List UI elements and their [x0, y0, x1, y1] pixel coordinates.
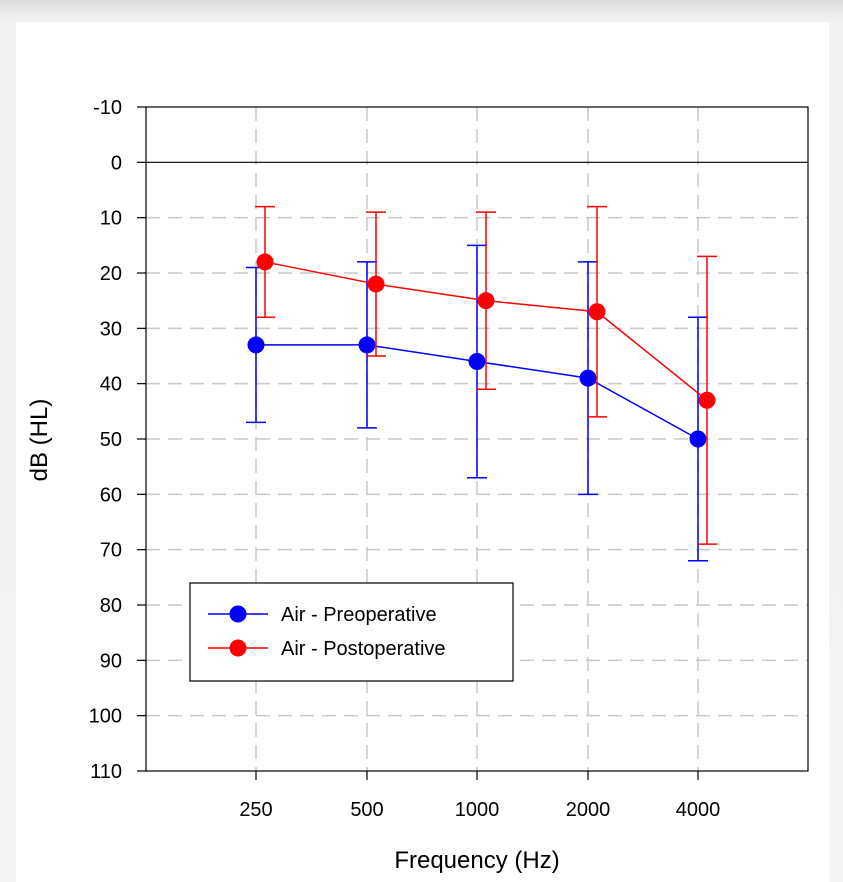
series-layer [246, 205, 717, 562]
legend-marker [229, 605, 247, 623]
legend-label: Air - Preoperative [281, 604, 437, 626]
y-tick-label: 60 [100, 484, 122, 506]
data-point [256, 253, 274, 271]
x-tick-label: 500 [350, 799, 383, 821]
legend: Air - Preoperative Air - Postoperative [189, 582, 514, 682]
x-axis-label: Frequency (Hz) [394, 847, 559, 874]
x-tick-label: 250 [239, 799, 272, 821]
y-tick-label: -10 [93, 97, 122, 119]
x-tick-label: 1000 [455, 799, 500, 821]
legend-item: Air - Preoperative [208, 604, 437, 626]
data-point [468, 353, 486, 371]
data-point [698, 391, 716, 409]
data-point [358, 336, 376, 354]
y-tick-label: 20 [100, 263, 122, 285]
data-point [477, 292, 495, 310]
series-postoperative [255, 205, 717, 545]
x-tick-label: 2000 [566, 799, 611, 821]
y-tick-label: 110 [90, 761, 122, 783]
y-tick-label: 80 [100, 595, 122, 617]
x-axis-ticks: 250 500 1000 2000 4000 [239, 771, 720, 821]
legend-box [189, 582, 514, 682]
legend-label: Air - Postoperative [281, 638, 446, 660]
legend-marker [229, 639, 247, 657]
y-tick-label: 90 [100, 650, 122, 672]
series-preoperative [246, 244, 708, 562]
data-point [579, 369, 597, 387]
x-tick-label: 4000 [676, 799, 721, 821]
legend-item: Air - Postoperative [208, 638, 446, 660]
y-tick-label: 0 [111, 152, 122, 174]
data-point [367, 275, 385, 293]
y-axis-ticks: -10 0 10 20 30 40 50 60 70 80 90 100 110 [89, 97, 146, 783]
y-tick-label: 30 [100, 318, 122, 340]
y-tick-label: 100 [89, 706, 122, 728]
data-point [588, 303, 606, 321]
data-point [247, 336, 265, 354]
y-tick-label: 10 [100, 208, 122, 230]
y-axis-label: dB (HL) [26, 399, 53, 482]
y-tick-label: 40 [100, 374, 122, 396]
chart-panel [16, 22, 829, 882]
y-tick-label: 50 [100, 429, 122, 451]
y-tick-label: 70 [100, 540, 122, 562]
data-point [689, 430, 707, 448]
